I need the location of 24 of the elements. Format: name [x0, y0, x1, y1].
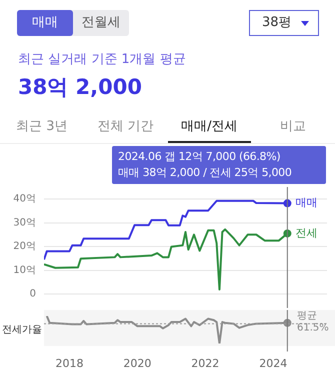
text: 비교	[279, 118, 308, 136]
y-tick-label: 0	[30, 288, 36, 300]
text: 최근 3년	[15, 118, 69, 136]
y-tick-label: 10억	[13, 264, 36, 276]
text: 2024.06 갭 12억 7,000 (66.8%)	[118, 149, 282, 165]
series-label: 매매	[295, 196, 318, 210]
x-tick-label: 2018	[55, 356, 84, 370]
x-tick-label: 2024	[259, 356, 288, 370]
text: 전체 기간	[96, 118, 155, 136]
text: 매매	[17, 10, 73, 36]
y-axis-title: 전세가율	[2, 324, 42, 336]
text: 매매 38억 2,000 / 전세 25억 5,000	[118, 165, 293, 181]
text: 38평	[262, 15, 292, 30]
x-tick-label: 2022	[191, 356, 220, 370]
series-label: 전세	[295, 226, 318, 240]
y-tick-label: 30억	[13, 217, 36, 228]
chart-subtitle: 38억 2,000	[18, 74, 142, 101]
x-tick-label: 2020	[123, 356, 152, 370]
text: 매매/전세	[168, 113, 252, 143]
text: 전월세	[80, 14, 122, 32]
chart-title: 최근 실거래 기준 1개월 평균	[18, 51, 186, 68]
ref-line-label: 평균 61.5%	[297, 310, 329, 334]
y-tick-label: 20억	[13, 241, 36, 252]
y-tick-label: 40억	[13, 194, 36, 205]
